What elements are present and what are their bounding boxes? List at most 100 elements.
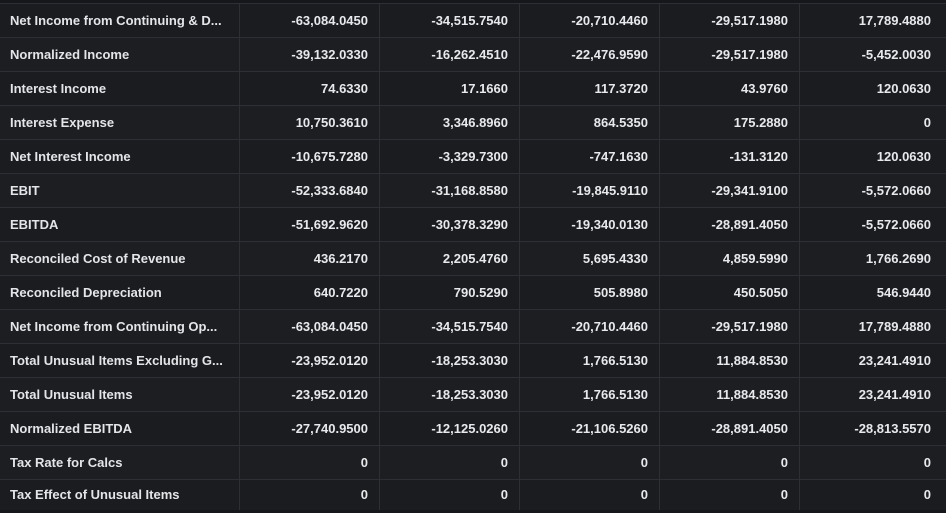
value-cell: 0 [520,446,660,479]
value-cell: 0 [380,446,520,479]
value-cell: -5,452.0030 [861,47,931,62]
value-cell: 17.1660 [380,72,520,105]
table-row[interactable]: EBITDA -51,692.9620 -30,378.3290 -19,340… [0,208,946,242]
value-cell: 43.9760 [660,72,800,105]
value-cell: 0 [660,446,800,479]
value-cell: -23,952.0120 [240,344,380,377]
row-label: Tax Rate for Calcs [0,446,240,479]
value-cell: -63,084.0450 [240,4,380,37]
value-cell: 2,205.4760 [380,242,520,275]
value-cell: -18,253.3030 [380,378,520,411]
value-cell: 0 [923,455,931,470]
value-cell: 4,859.5990 [660,242,800,275]
value-cell: 11,884.8530 [660,344,800,377]
value-cell: 175.2880 [660,106,800,139]
value-cell: -51,692.9620 [240,208,380,241]
value-cell: -29,517.1980 [660,4,800,37]
row-label: Net Income from Continuing & D... [0,4,240,37]
value-cell: -31,168.8580 [380,174,520,207]
value-cell: 640.7220 [240,276,380,309]
value-cell: -5,572.0660 [861,183,931,198]
row-label: Net Income from Continuing Op... [0,310,240,343]
value-cell: -12,125.0260 [380,412,520,445]
table-row[interactable]: Total Unusual Items Excluding G... -23,9… [0,344,946,378]
value-cell: 1,766.5130 [520,344,660,377]
value-cell: -63,084.0450 [240,310,380,343]
table-row[interactable]: Reconciled Cost of Revenue 436.2170 2,20… [0,242,946,276]
value-cell: -19,845.9110 [520,174,660,207]
value-cell: 1,766.2690 [865,251,931,266]
row-label: Normalized EBITDA [0,412,240,445]
value-cell: -747.1630 [520,140,660,173]
table-row[interactable]: Interest Expense 10,750.3610 3,346.8960 … [0,106,946,140]
value-cell: 546.9440 [876,285,931,300]
table-row[interactable]: Normalized Income -39,132.0330 -16,262.4… [0,38,946,72]
value-cell: -28,891.4050 [660,208,800,241]
value-cell: -20,710.4460 [520,4,660,37]
value-cell: 5,695.4330 [520,242,660,275]
value-cell: 0 [380,480,520,510]
value-cell: -34,515.7540 [380,310,520,343]
value-cell: -27,740.9500 [240,412,380,445]
table-row[interactable]: Net Interest Income -10,675.7280 -3,329.… [0,140,946,174]
value-cell: -52,333.6840 [240,174,380,207]
value-cell: 505.8980 [520,276,660,309]
value-cell: -28,891.4050 [660,412,800,445]
value-cell: 0 [520,480,660,510]
value-cell: 117.3720 [520,72,660,105]
value-cell: 120.0630 [876,149,931,164]
value-cell: -34,515.7540 [380,4,520,37]
value-cell: -39,132.0330 [240,38,380,71]
value-cell: 120.0630 [876,81,931,96]
value-cell: -18,253.3030 [380,344,520,377]
table-top-edge [0,0,946,4]
value-cell: 74.6330 [240,72,380,105]
row-label: EBITDA [0,208,240,241]
value-cell: 17,789.4880 [858,13,931,28]
value-cell: 790.5290 [380,276,520,309]
value-cell: 0 [240,446,380,479]
value-cell: -20,710.4460 [520,310,660,343]
table-row[interactable]: Tax Effect of Unusual Items 0 0 0 0 0 [0,480,946,510]
table-row[interactable]: Normalized EBITDA -27,740.9500 -12,125.0… [0,412,946,446]
value-cell: -5,572.0660 [861,217,931,232]
table-row[interactable]: Reconciled Depreciation 640.7220 790.529… [0,276,946,310]
row-label: Net Interest Income [0,140,240,173]
row-label: Reconciled Depreciation [0,276,240,309]
row-label: Interest Expense [0,106,240,139]
table-row[interactable]: Net Income from Continuing Op... -63,084… [0,310,946,344]
value-cell: 0 [240,480,380,510]
value-cell: -30,378.3290 [380,208,520,241]
value-cell: 0 [923,115,931,130]
value-cell: 10,750.3610 [240,106,380,139]
row-label: Tax Effect of Unusual Items [0,480,240,510]
table-row[interactable]: Net Income from Continuing & D... -63,08… [0,4,946,38]
row-label: EBIT [0,174,240,207]
value-cell: -29,517.1980 [660,310,800,343]
table-row[interactable]: EBIT -52,333.6840 -31,168.8580 -19,845.9… [0,174,946,208]
value-cell: 1,766.5130 [520,378,660,411]
value-cell: -10,675.7280 [240,140,380,173]
row-label: Normalized Income [0,38,240,71]
value-cell: 0 [923,487,931,502]
value-cell: -29,517.1980 [660,38,800,71]
value-cell: 11,884.8530 [660,378,800,411]
value-cell: 450.5050 [660,276,800,309]
value-cell: 3,346.8960 [380,106,520,139]
value-cell: -16,262.4510 [380,38,520,71]
row-label: Total Unusual Items Excluding G... [0,344,240,377]
value-cell: 23,241.4910 [858,387,931,402]
value-cell: -19,340.0130 [520,208,660,241]
row-label: Total Unusual Items [0,378,240,411]
row-label: Reconciled Cost of Revenue [0,242,240,275]
row-label: Interest Income [0,72,240,105]
value-cell: 23,241.4910 [858,353,931,368]
table-row[interactable]: Total Unusual Items -23,952.0120 -18,253… [0,378,946,412]
value-cell: -131.3120 [660,140,800,173]
value-cell: 436.2170 [240,242,380,275]
value-cell: 864.5350 [520,106,660,139]
table-row[interactable]: Tax Rate for Calcs 0 0 0 0 0 [0,446,946,480]
table-row[interactable]: Interest Income 74.6330 17.1660 117.3720… [0,72,946,106]
value-cell: 17,789.4880 [858,319,931,334]
